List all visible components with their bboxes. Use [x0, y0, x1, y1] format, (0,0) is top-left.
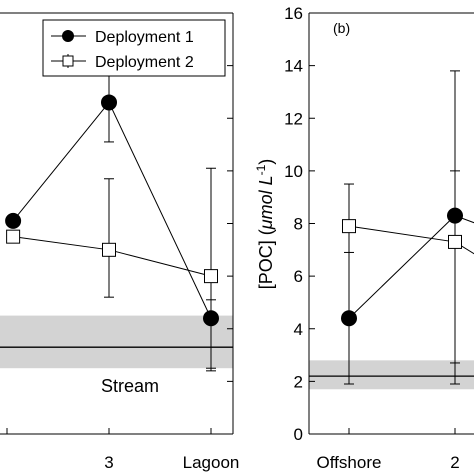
y-tick-label: 10 — [284, 162, 303, 181]
y-tick-label: 6 — [294, 267, 303, 286]
y-label-unit: μmol L — [256, 175, 276, 230]
y-tick-label: 12 — [284, 109, 303, 128]
x-ticks-a: 3 Lagoon — [6, 65, 240, 472]
reference-band-b — [309, 360, 474, 390]
panel-b: 0 2 4 6 8 10 12 14 16 Offshore 2 (b) [POC] (μmol … — [254, 4, 474, 472]
y-label-close: ) — [256, 159, 276, 165]
band-label-stream: Stream — [101, 376, 159, 396]
legend-marker-2 — [62, 55, 74, 67]
y-tick-label: 14 — [284, 57, 303, 76]
y-axis-label-b: [POC] (μmol L-1) — [254, 159, 276, 290]
band-shade — [309, 360, 474, 390]
series-line-1 — [12, 101, 212, 319]
y-label-sup: -1 — [254, 164, 268, 175]
data-point-square — [342, 219, 356, 234]
plot-area-a — [5, 59, 219, 372]
data-point-square — [448, 234, 462, 249]
legend-label-2: Deployment 2 — [95, 54, 194, 71]
x-tick-label: Lagoon — [183, 453, 240, 472]
x-tick-label: Offshore — [317, 453, 382, 472]
y-label-main: [POC] ( — [256, 229, 276, 289]
y-tick-label: 4 — [294, 320, 303, 339]
x-tick-label: 3 — [104, 453, 113, 472]
x-tick-label: 2 — [450, 453, 459, 472]
y-tick-label: 0 — [294, 425, 303, 444]
reference-band-a — [0, 315, 233, 369]
plot-area-b — [341, 70, 474, 385]
data-point-square — [6, 229, 21, 244]
legend-label-1: Deployment 1 — [95, 29, 194, 46]
x-ticks-b: Offshore 2 — [317, 428, 460, 472]
y-tick-label: 8 — [294, 215, 303, 234]
data-point-square — [102, 242, 116, 257]
band-shade — [0, 315, 233, 369]
legend: Deployment 1 Deployment 2 — [42, 19, 226, 77]
data-point-circle — [5, 212, 22, 229]
y-tick-label: 16 — [284, 4, 303, 23]
y-ticks-b: 0 2 4 6 8 10 12 14 16 — [284, 4, 315, 444]
data-point-circle — [101, 94, 117, 111]
data-point-square — [204, 269, 218, 284]
legend-box — [42, 19, 226, 77]
panel-label-b: (b) — [333, 20, 350, 36]
panel-a: 3 Lagoon Deployment 1 Deployment 2 Stream — [0, 12, 240, 472]
y-tick-label: 2 — [294, 372, 303, 391]
legend-marker-1 — [62, 30, 74, 42]
